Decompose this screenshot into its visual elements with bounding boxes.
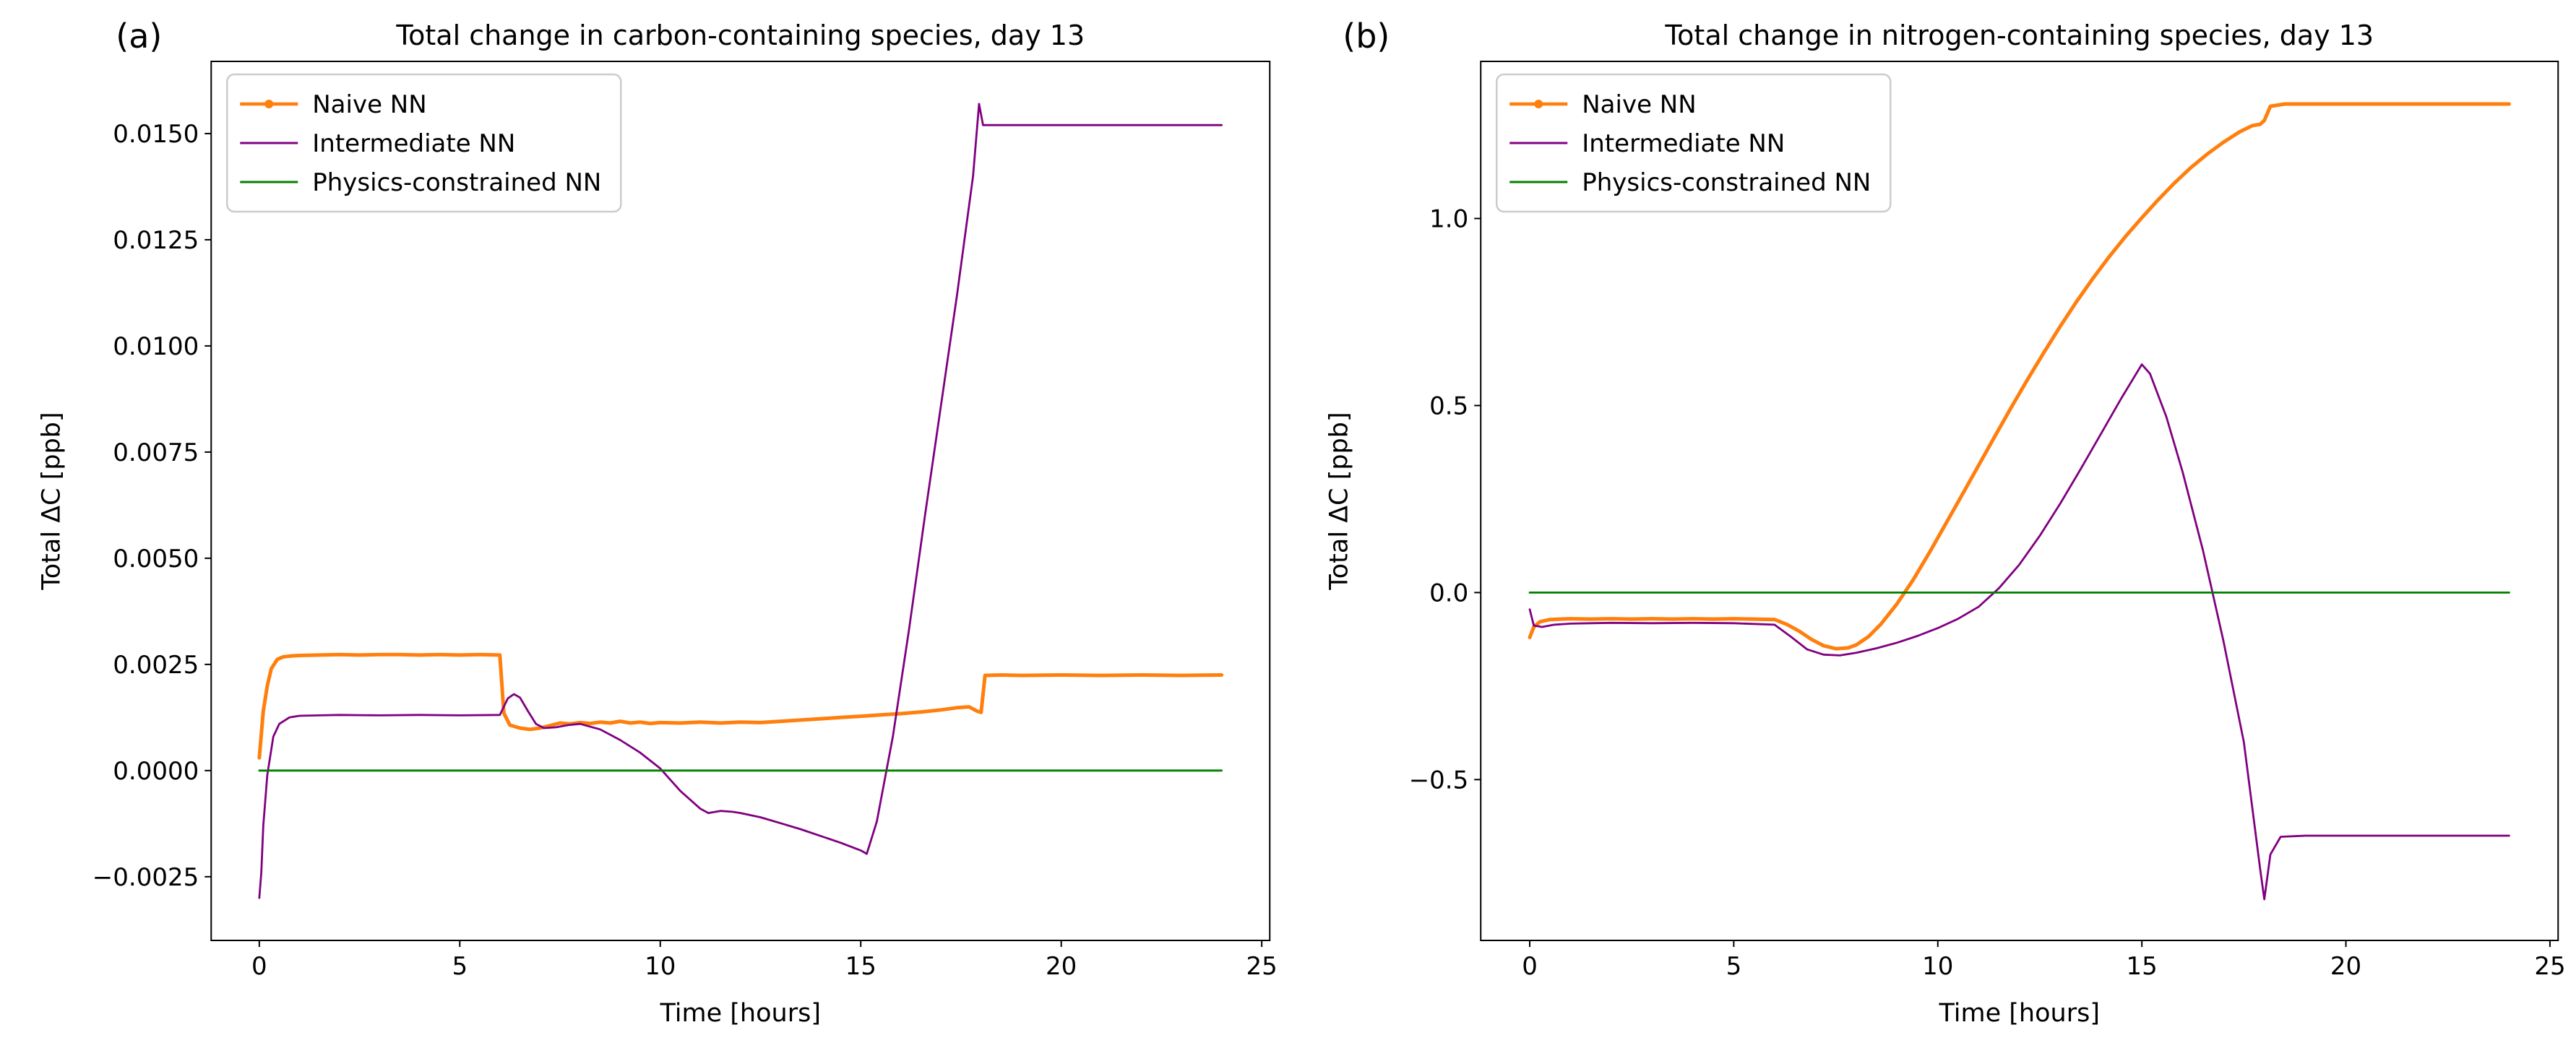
figure-background <box>0 0 1288 1056</box>
y-axis-ticks: −0.0025 0.0000 0.0025 0.0050 0.0075 0.0100 0.0… <box>92 120 212 892</box>
series-line-intermediate-nn <box>1528 363 2510 901</box>
series-line-intermediate-nn <box>258 103 1223 899</box>
x-axis-ticks: 0 5 10 15 20 25 <box>251 940 1278 981</box>
y-tick-label: 0.0000 <box>113 757 199 786</box>
axes-frame <box>1479 61 2559 941</box>
legend-label: Physics-constrained NN <box>1582 168 1871 197</box>
y-tick-label: 0.0025 <box>113 651 199 680</box>
chart-title: Total change in nitrogen-containing spec… <box>1664 20 2374 51</box>
chart-svg: (b) Total change in nitrogen-containing s… <box>1288 0 2576 1056</box>
plot-series <box>257 103 1224 899</box>
legend-sample-marker <box>1533 100 1543 108</box>
y-tick-label: −0.5 <box>1408 766 1468 795</box>
y-axis-label: Total ΔC [ppb] <box>1324 412 1353 590</box>
legend-label: Physics-constrained NN <box>312 168 601 197</box>
chart-title: Total change in carbon-containing specie… <box>395 20 1085 51</box>
y-tick-label: 0.0 <box>1429 579 1468 607</box>
x-tick-label: 0 <box>1522 952 1538 981</box>
x-axis-label: Time [hours] <box>1938 999 2100 1028</box>
y-tick-label: 0.5 <box>1429 391 1468 420</box>
chart-svg: (a) Total change in carbon-containing spe… <box>0 0 1288 1056</box>
legend: Naive NN Intermediate NN Physics-constrain… <box>226 73 622 213</box>
series-line-naive-nn <box>1528 102 2511 651</box>
y-tick-label: 1.0 <box>1429 205 1468 234</box>
y-axis-label: Total ΔC [ppb] <box>37 412 66 590</box>
x-tick-label: 25 <box>2534 952 2565 981</box>
chart-panel: (b) Total change in nitrogen-containing s… <box>1288 0 2576 1056</box>
y-tick-label: −0.0025 <box>92 863 199 892</box>
legend-box <box>1495 73 1891 213</box>
x-tick-label: 25 <box>1246 952 1278 981</box>
legend-sample-marker <box>264 100 274 108</box>
x-axis-label: Time [hours] <box>660 999 822 1028</box>
panel-label: (a) <box>116 17 162 56</box>
legend: Naive NN Intermediate NN Physics-constrain… <box>1495 73 1891 213</box>
legend-label: Intermediate NN <box>1582 129 1785 158</box>
x-tick-label: 20 <box>2330 952 2361 981</box>
x-tick-label: 10 <box>645 952 676 981</box>
legend-label: Naive NN <box>1582 90 1696 119</box>
figure-background <box>1288 0 2576 1056</box>
x-tick-label: 10 <box>1922 952 1953 981</box>
x-axis-ticks: 0 5 10 15 20 25 <box>1522 940 2565 981</box>
legend-box <box>226 73 622 213</box>
y-tick-label: 0.0100 <box>113 332 199 361</box>
x-tick-label: 15 <box>845 952 876 981</box>
y-tick-label: 0.0150 <box>113 120 199 149</box>
legend-label: Naive NN <box>312 90 426 119</box>
axes-frame <box>210 61 1271 941</box>
chart-panel: (a) Total change in carbon-containing spe… <box>0 0 1288 1056</box>
x-tick-label: 20 <box>1046 952 1077 981</box>
y-axis-ticks: −0.5 0.0 0.5 1.0 <box>1408 205 1481 795</box>
panel-label: (b) <box>1343 17 1390 56</box>
x-tick-label: 5 <box>452 952 468 981</box>
y-tick-label: 0.0125 <box>113 226 199 255</box>
plot-series <box>1528 102 2511 901</box>
y-tick-label: 0.0050 <box>113 545 199 574</box>
legend-label: Intermediate NN <box>312 129 515 158</box>
x-tick-label: 5 <box>1726 952 1741 981</box>
series-line-naive-nn <box>257 652 1224 760</box>
x-tick-label: 15 <box>2126 952 2157 981</box>
x-tick-label: 0 <box>251 952 267 981</box>
y-tick-label: 0.0075 <box>113 438 199 467</box>
